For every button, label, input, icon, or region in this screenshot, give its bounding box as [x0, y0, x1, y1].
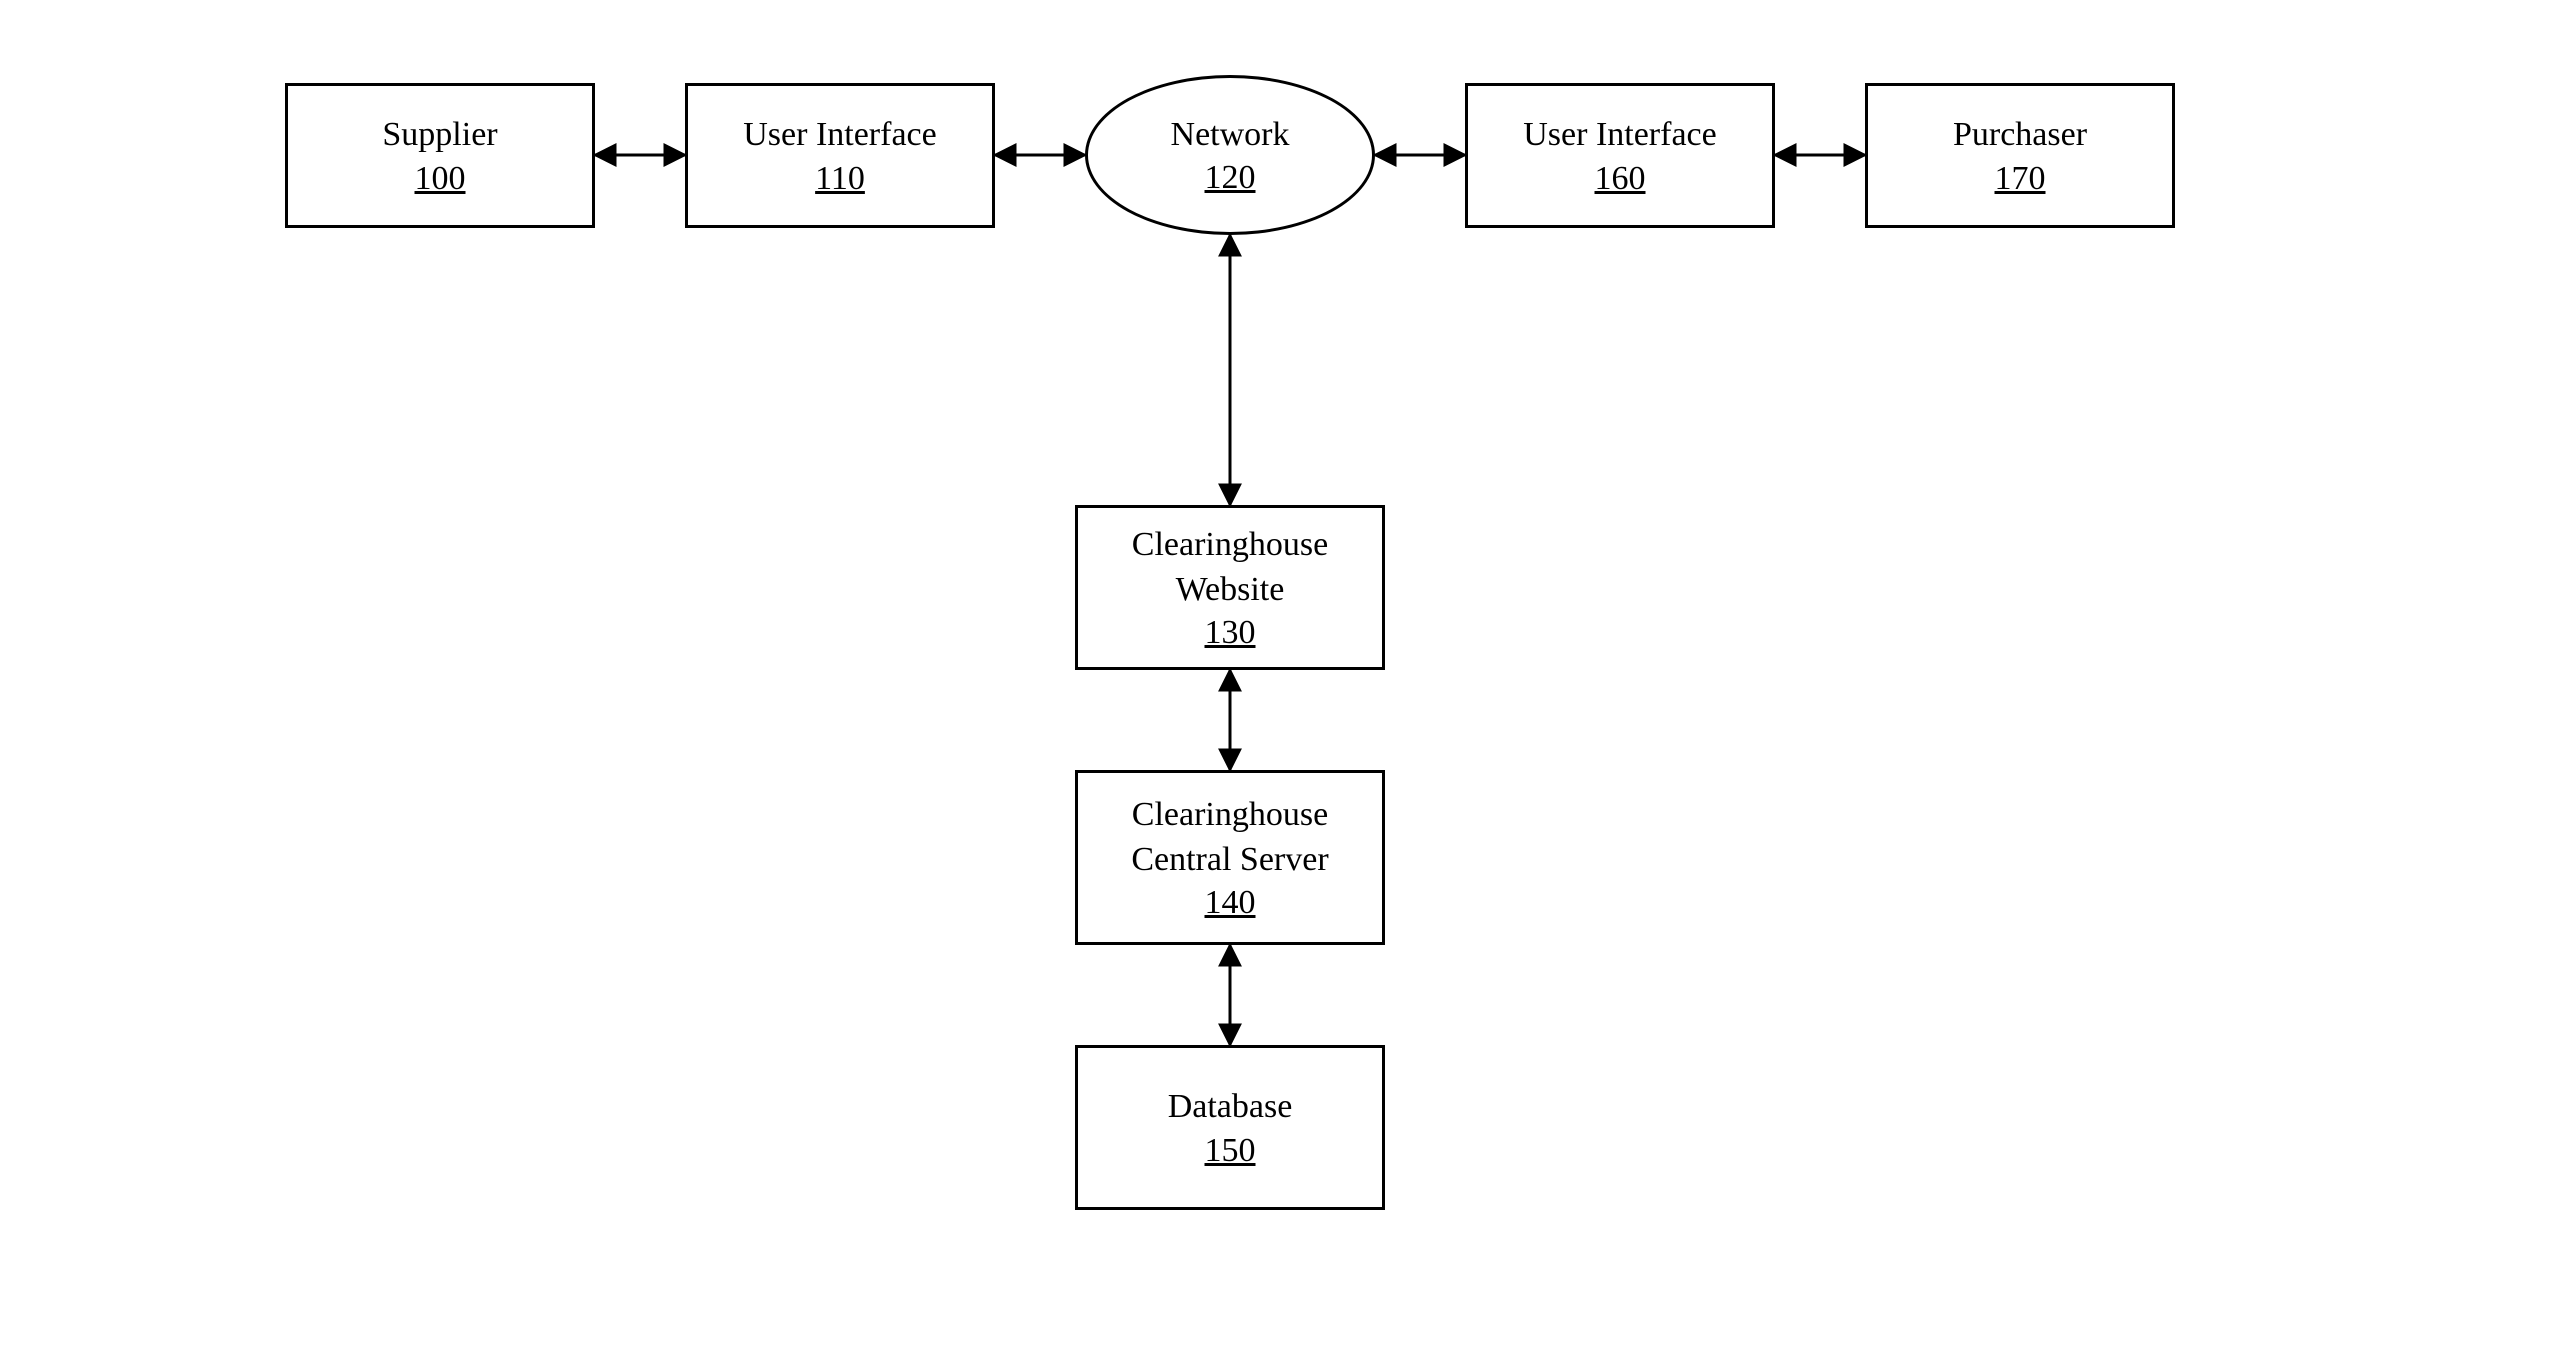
system-architecture-diagram: Supplier 100 User Interface 110 Network …: [0, 0, 2553, 1367]
node-ref: 160: [1595, 160, 1646, 198]
node-label: Supplier: [382, 113, 497, 157]
node-network: Network 120: [1085, 75, 1375, 235]
node-label: Database: [1168, 1085, 1293, 1129]
node-label: User Interface: [1523, 113, 1716, 157]
node-label: Clearinghouse Central Server: [1131, 793, 1328, 881]
node-label: Clearinghouse Website: [1132, 523, 1328, 611]
node-label: User Interface: [743, 113, 936, 157]
node-ref: 140: [1205, 884, 1256, 922]
node-ref: 120: [1205, 159, 1256, 197]
node-clearinghouse-server: Clearinghouse Central Server 140: [1075, 770, 1385, 945]
node-label: Network: [1171, 113, 1290, 157]
node-ref: 170: [1995, 160, 2046, 198]
node-ref: 130: [1205, 614, 1256, 652]
node-purchaser: Purchaser 170: [1865, 83, 2175, 228]
node-label: Purchaser: [1953, 113, 2087, 157]
node-database: Database 150: [1075, 1045, 1385, 1210]
node-ref: 110: [815, 160, 865, 198]
node-clearinghouse-website: Clearinghouse Website 130: [1075, 505, 1385, 670]
node-user-interface-right: User Interface 160: [1465, 83, 1775, 228]
node-ref: 100: [415, 160, 466, 198]
node-supplier: Supplier 100: [285, 83, 595, 228]
node-user-interface-left: User Interface 110: [685, 83, 995, 228]
node-ref: 150: [1205, 1132, 1256, 1170]
